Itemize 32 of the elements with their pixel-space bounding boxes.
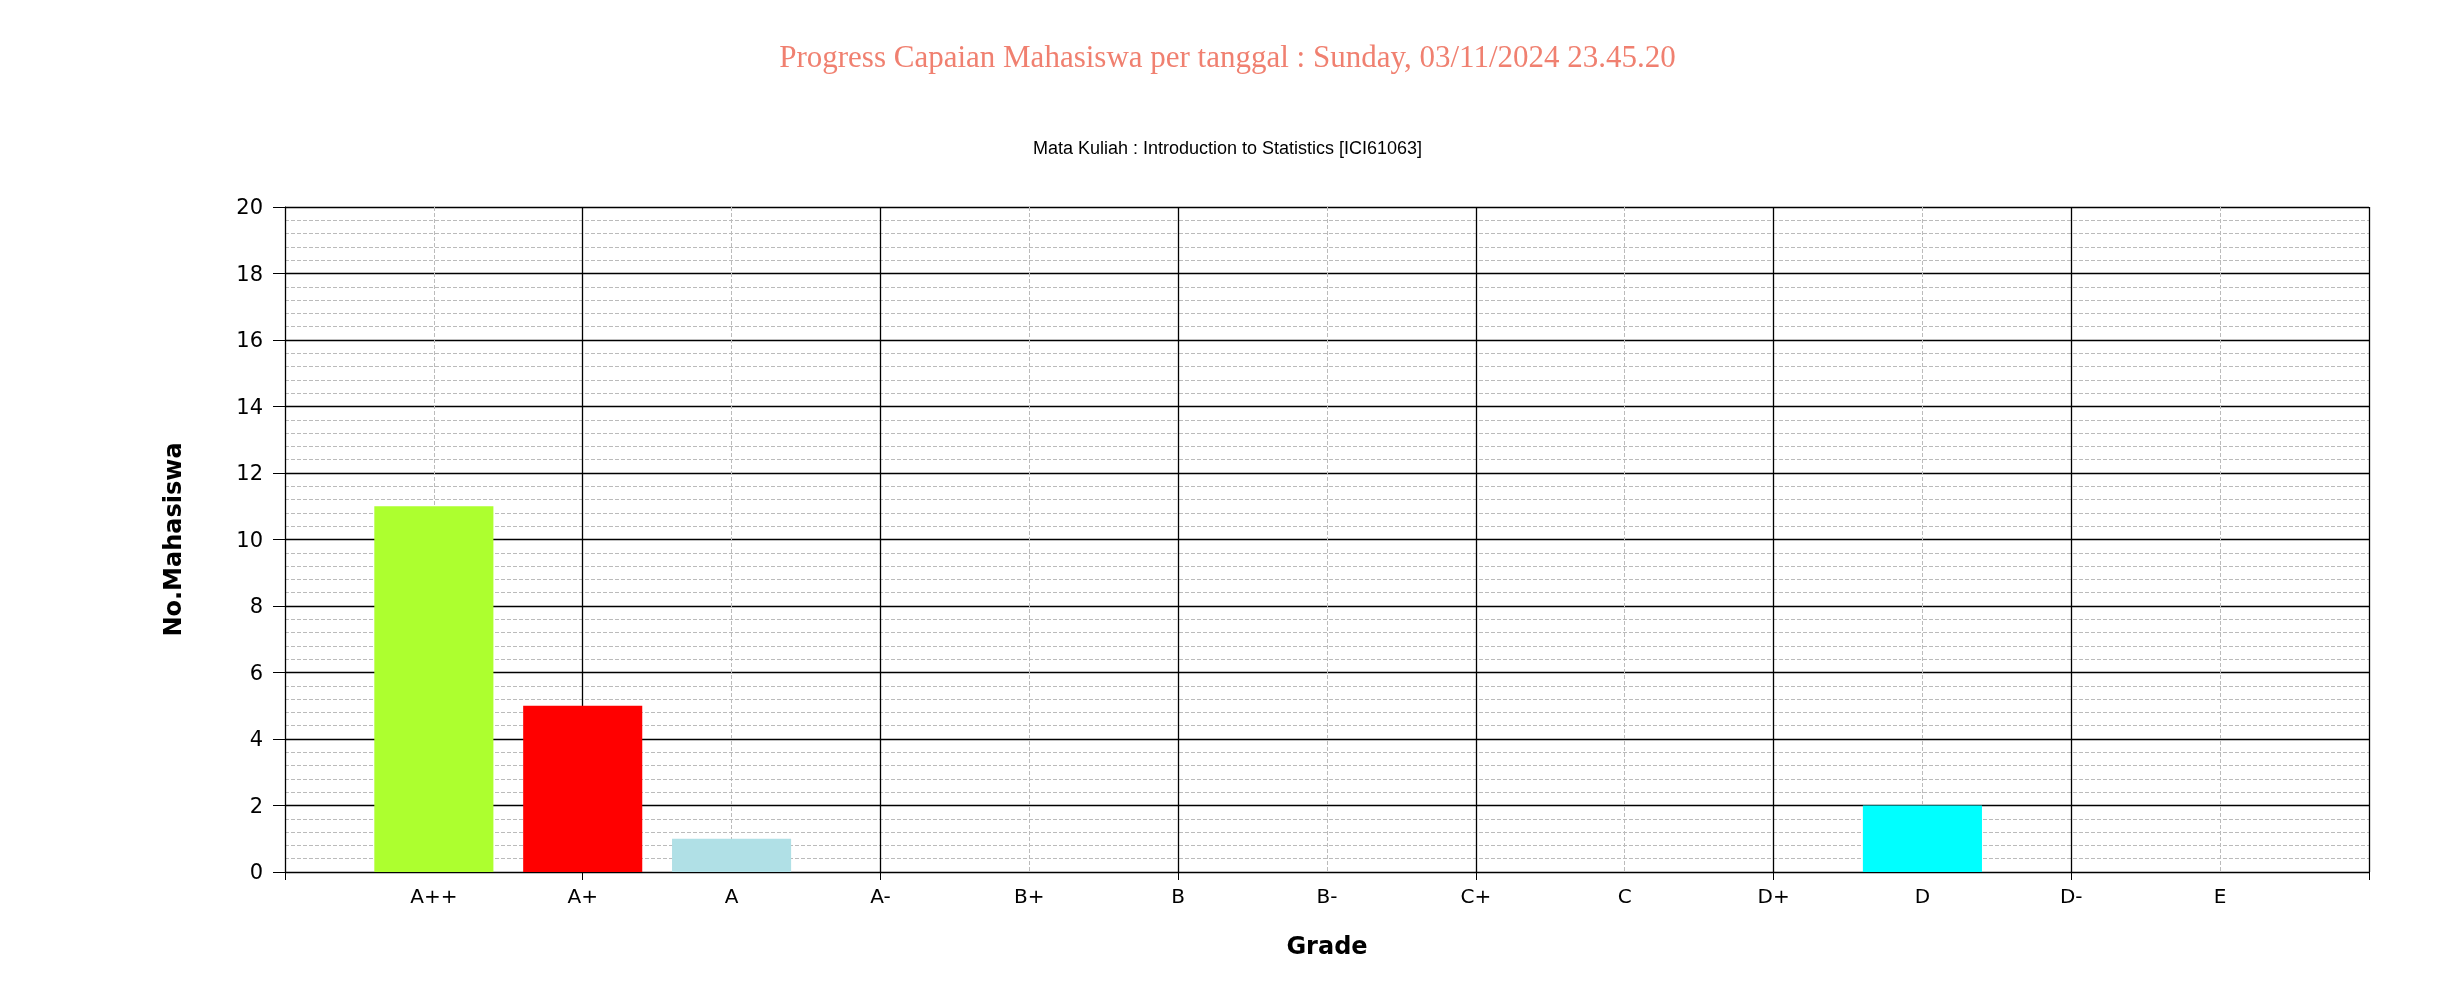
y-tick-label: 2: [249, 793, 263, 818]
x-tick-label: A+: [567, 884, 598, 908]
x-tick-label: C+: [1460, 884, 1492, 908]
x-tick-label: A-: [870, 884, 891, 908]
y-tick-label: 0: [249, 860, 263, 884]
x-tick-label: D-: [2059, 884, 2083, 908]
x-axis-title: Grade: [1286, 932, 1368, 960]
x-tick-label: B-: [1316, 884, 1338, 908]
bar: [1862, 805, 1982, 872]
bar: [523, 705, 643, 872]
y-tick-label: 8: [249, 594, 263, 618]
y-tick-label: 12: [236, 461, 263, 485]
y-tick-label: 16: [236, 328, 263, 352]
bar: [374, 506, 494, 872]
y-tick-label: 20: [236, 195, 263, 219]
chart-subtitle: Mata Kuliah : Introduction to Statistics [ICI61063]: [1032, 138, 1423, 158]
x-tick-label: E: [2213, 884, 2227, 908]
y-tick-label: 4: [249, 727, 263, 751]
bar: [672, 838, 792, 872]
x-tick-label: B: [1171, 884, 1186, 908]
x-tick-label: B+: [1014, 884, 1045, 908]
y-tick-label: 18: [236, 261, 263, 286]
x-tick-label: C: [1617, 884, 1632, 908]
x-tick-label: A: [724, 884, 739, 908]
chart-title: Progress Capaian Mahasiswa per tanggal : Sunday, 03/11/2024 23.45.20: [779, 39, 1676, 74]
y-tick-label: 14: [236, 394, 263, 419]
x-tick-label: D: [1914, 884, 1931, 908]
y-tick-label: 6: [249, 660, 263, 685]
y-tick-label: 10: [236, 527, 263, 552]
x-tick-label: A++: [410, 884, 458, 908]
y-axis-title: No.Mahasiswa: [159, 442, 187, 637]
x-tick-label: D+: [1757, 884, 1790, 908]
